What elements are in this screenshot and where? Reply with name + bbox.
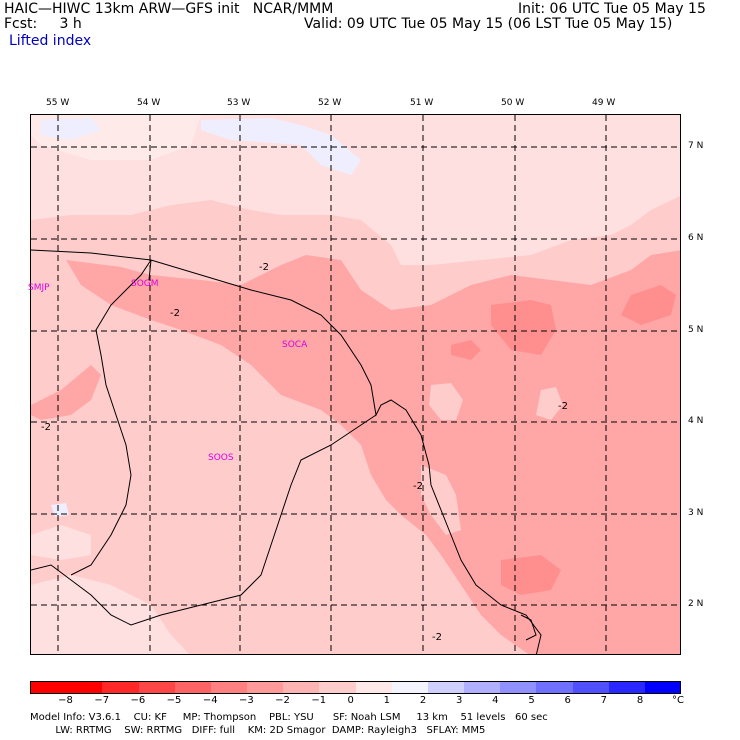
colorbar-cell [319, 681, 356, 694]
colorbar-cell [355, 681, 393, 694]
colorbar-cell [102, 681, 139, 694]
init-time: Init: 06 UTC Tue 05 May 15 [518, 1, 706, 17]
colorbar-tick-label: −5 [166, 695, 182, 706]
colorbar-tick-label: 7 [600, 695, 608, 706]
colorbar-cell [283, 681, 320, 694]
colorbar-tick-label: −1 [311, 695, 327, 706]
field-hole-2 [536, 387, 563, 420]
station-label: SOOS [208, 453, 234, 463]
colorbar-cell [500, 681, 537, 694]
lat-label: 6 N [688, 233, 704, 243]
station-label: SMJP [28, 283, 50, 293]
station-label: SOGM [131, 279, 159, 289]
field-minus3-4 [501, 555, 561, 595]
lat-label: 4 N [688, 416, 704, 426]
colorbar-cell [247, 681, 284, 694]
lon-label: 53 W [227, 98, 251, 108]
colorbar-tick-label: 1 [383, 695, 391, 706]
field-minus3-1 [491, 300, 556, 355]
forecast-hour: Fcst: 3 h [4, 16, 82, 32]
lat-label: 7 N [688, 141, 704, 151]
lifted-index-map [31, 115, 680, 654]
lat-label: 5 N [688, 325, 704, 335]
graticule [31, 115, 680, 654]
field-light-top [31, 115, 680, 265]
colorbar-cell [391, 681, 429, 694]
colorbar-tick-label: −6 [130, 695, 146, 706]
colorbar-cell [464, 681, 501, 694]
lon-label: 54 W [137, 98, 161, 108]
contour-label: -2 [259, 262, 269, 273]
model-info-line1: Model Info: V3.6.1 CU: KF MP: Thompson P… [30, 712, 548, 723]
coastline [31, 249, 542, 654]
colorbar-tick-label: −3 [239, 695, 254, 706]
field-minus3-3 [451, 340, 481, 360]
colorbar-cell [644, 681, 682, 694]
colorbar-cell [138, 681, 176, 694]
contour-label: -2 [432, 632, 442, 643]
field-positive-2 [201, 118, 361, 175]
valid-time: Valid: 09 UTC Tue 05 May 15 (06 LST Tue … [304, 16, 673, 32]
lon-label: 49 W [592, 98, 616, 108]
colorbar-tick-label: 8 [636, 695, 644, 706]
colorbar-tick-label: 6 [564, 695, 571, 706]
colorbar-cell [536, 681, 573, 694]
colorbar-tick-label: 0 [347, 695, 354, 706]
colorbar-tick-label: −8 [58, 695, 73, 706]
colorbar-unit: °C [672, 695, 684, 706]
colorbar-border [30, 681, 681, 694]
colorbar-tick-label: 4 [492, 695, 499, 706]
field-hole-1 [429, 383, 463, 420]
station-label: SOCA [282, 340, 308, 350]
colorbar-cell [572, 681, 610, 694]
colorbar-tick-label: 5 [528, 695, 535, 706]
map-panel [30, 114, 681, 655]
colorbar-tick-label: −4 [202, 695, 218, 706]
lon-label: 50 W [501, 98, 525, 108]
colorbar-tick-label: 2 [419, 695, 427, 706]
colorbar-cell [608, 681, 646, 694]
field-minus3-2 [621, 285, 676, 325]
colorbar-cell [174, 681, 212, 694]
contour-label: -2 [558, 401, 568, 412]
field-minus2-left [31, 365, 101, 420]
colorbar-cell [427, 681, 465, 694]
lon-label: 55 W [46, 98, 70, 108]
lon-label: 51 W [410, 98, 434, 108]
contour-label: -2 [170, 308, 180, 319]
coast-detail [520, 614, 537, 641]
lat-label: 3 N [688, 508, 704, 518]
contour-label: -2 [413, 481, 423, 492]
model-title: HAIC—HIWC 13km ARW—GFS init NCAR/MMM [4, 1, 334, 17]
contour-label: -2 [41, 422, 51, 433]
lon-label: 52 W [318, 98, 342, 108]
colorbar-cell [66, 681, 103, 694]
colorbar-tick-label: 3 [456, 695, 463, 706]
colorbar-tick-label: −7 [94, 695, 110, 706]
colorbar-tick-label: −2 [275, 695, 290, 706]
colorbar-cell [210, 681, 248, 694]
field-light-left [31, 525, 91, 560]
field-name: Lifted index [9, 33, 92, 49]
border-west [70, 259, 152, 576]
lat-label: 2 N [688, 599, 704, 609]
field-positive-1 [41, 118, 101, 140]
colorbar-cell [30, 681, 67, 694]
model-info-line2: LW: RRTMG SW: RRTMG DIFF: full KM: 2D Sm… [30, 725, 486, 736]
